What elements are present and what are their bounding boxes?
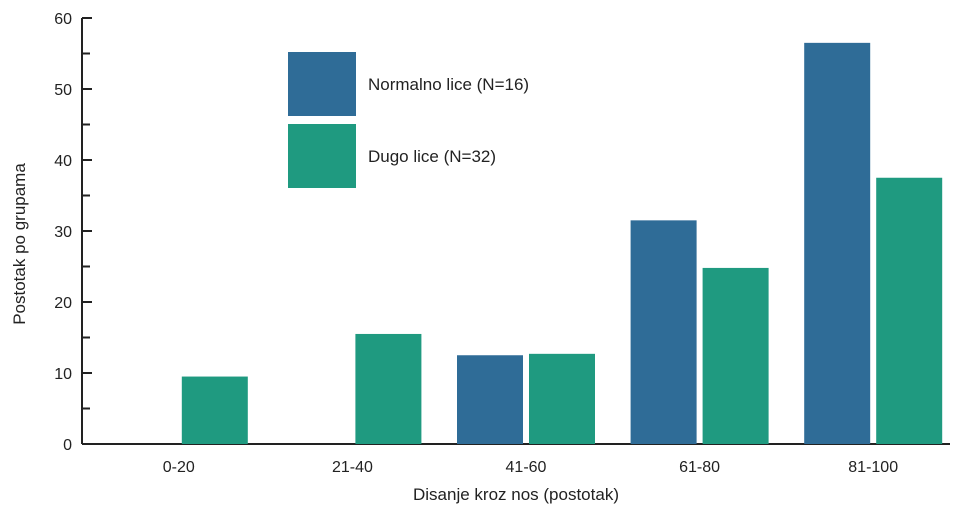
y-tick-label: 10: [54, 366, 72, 383]
bar: [630, 220, 697, 444]
y-tick-label: 40: [54, 153, 72, 170]
legend-swatch: [288, 52, 356, 116]
y-tick-label: 50: [54, 82, 72, 99]
x-tick-label: 61-80: [679, 459, 720, 476]
bar: [529, 353, 595, 444]
x-axis: 0-20 21-40 41-60 61-80 81-100: [82, 443, 950, 476]
x-tick-label: 41-60: [506, 459, 547, 476]
bar: [457, 355, 523, 444]
legend: Normalno lice (N=16) Dugo lice (N=32): [288, 52, 529, 188]
x-tick-label: 21-40: [332, 459, 373, 476]
bar: [876, 177, 943, 444]
legend-label: Normalno lice (N=16): [368, 75, 529, 94]
y-axis: 0 10 20 30 40 50 60: [54, 11, 92, 454]
bar: [702, 267, 769, 444]
y-tick-label: 30: [54, 224, 72, 241]
legend-label: Dugo lice (N=32): [368, 147, 496, 166]
y-axis-title: Postotak po grupama: [10, 163, 29, 325]
x-tick-label: 0-20: [163, 459, 195, 476]
y-tick-label: 60: [54, 11, 72, 28]
bar: [804, 42, 871, 444]
bar: [181, 376, 248, 444]
y-tick-label: 0: [63, 437, 72, 454]
y-tick-label: 20: [54, 295, 72, 312]
bar: [355, 333, 422, 444]
x-axis-title: Disanje kroz nos (postotak): [413, 485, 619, 504]
bars: [181, 42, 943, 444]
x-tick-label: 81-100: [848, 459, 898, 476]
legend-swatch: [288, 124, 356, 188]
